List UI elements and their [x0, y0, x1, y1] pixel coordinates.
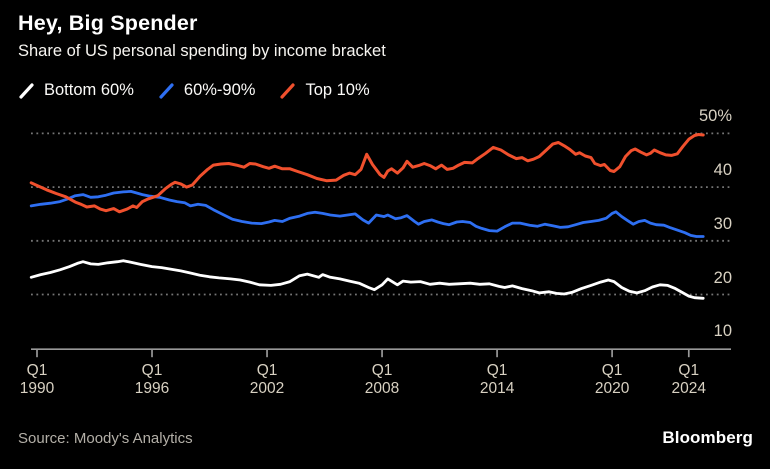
legend-label: Bottom 60% — [44, 81, 134, 99]
x-axis-label-2008: Q1 2008 — [364, 362, 400, 397]
legend-item-2: Top 10% — [279, 81, 370, 100]
legend-item-1: 60%-90% — [158, 81, 256, 100]
x-axis-label-2002: Q1 2002 — [249, 362, 285, 397]
y-axis-label-40: 40 — [713, 161, 732, 180]
y-axis-label-10: 10 — [713, 322, 732, 341]
legend-label: 60%-90% — [183, 81, 256, 99]
chart-legend: Bottom 60% 60%-90% Top 10% — [18, 81, 394, 100]
y-axis-label-50: 50% — [698, 107, 732, 126]
bloomberg-logo: Bloomberg — [662, 428, 753, 447]
chart-subtitle: Share of US personal spending by income … — [18, 42, 386, 60]
legend-item-0: Bottom 60% — [18, 81, 134, 100]
series-line-bottom-60- — [29, 259, 705, 300]
legend-slash-icon — [19, 82, 34, 99]
source-credit: Source: Moody's Analytics — [18, 430, 193, 447]
x-axis-label-2020: Q1 2020 — [594, 362, 630, 397]
legend-slash-icon — [280, 82, 296, 99]
y-axis-label-30: 30 — [713, 214, 732, 233]
legend-label: Top 10% — [305, 81, 370, 99]
x-axis-label-1990: Q1 1990 — [19, 362, 55, 397]
legend-slash-icon — [159, 82, 174, 99]
x-axis-label-2024: Q1 2024 — [671, 362, 706, 397]
y-axis-label-20: 20 — [713, 268, 732, 287]
chart-title: Hey, Big Spender — [18, 11, 198, 35]
x-axis-label-2014: Q1 2014 — [479, 362, 515, 397]
series-line-60-90- — [29, 189, 705, 238]
x-axis-label-1996: Q1 1996 — [134, 362, 170, 397]
series-line-top-10- — [29, 133, 705, 214]
